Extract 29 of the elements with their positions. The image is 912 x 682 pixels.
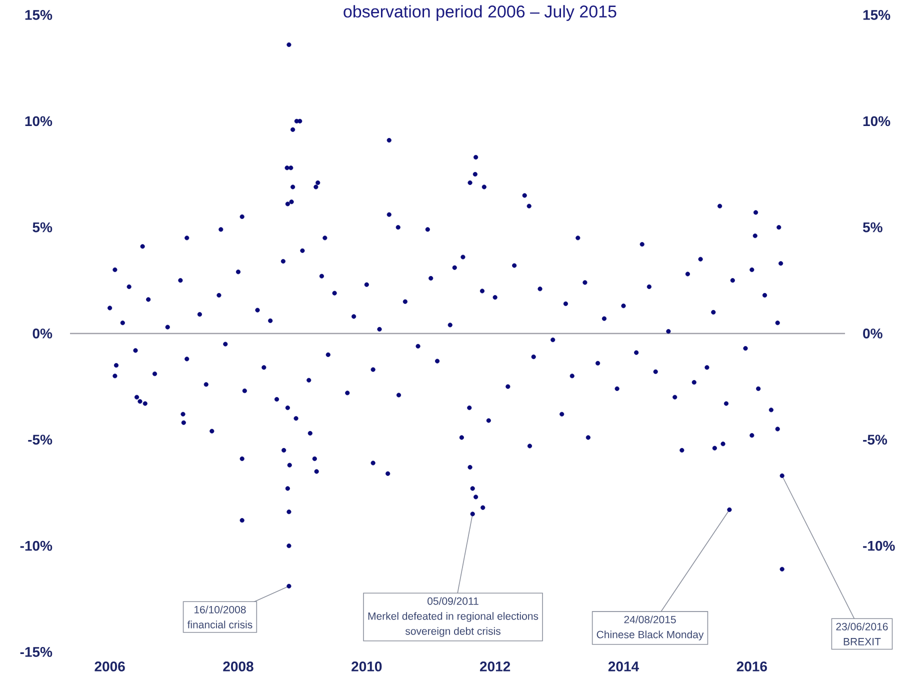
- annotation: sovereign debt crisis: [405, 627, 500, 637]
- annotation: financial crisis: [187, 620, 252, 628]
- x-tick-label: 2012: [480, 662, 510, 672]
- chart-title: observation period 2006 – July 2015: [344, 5, 616, 21]
- annotation: 23/06/2016: [836, 622, 888, 630]
- y-tick-label: 10%: [25, 116, 52, 126]
- annotation: Merkel defeated in regional elections: [368, 612, 538, 622]
- annotation: 24/08/2015: [624, 616, 676, 624]
- x-tick-label: 2016: [736, 662, 767, 672]
- y2-tick-label: -5%: [863, 434, 888, 445]
- annotation: 16/10/2008: [194, 606, 246, 614]
- x-tick-label: 2010: [352, 662, 382, 672]
- y-tick-label: 5%: [32, 222, 52, 232]
- y2-tick-label: 5%: [862, 222, 882, 232]
- y-tick-label: -10%: [20, 540, 52, 551]
- annotation: BREXIT: [844, 638, 881, 646]
- x-tick-label: 2014: [608, 662, 639, 672]
- y-tick-label: -5%: [28, 434, 52, 445]
- y-tick-label: -15%: [20, 647, 52, 657]
- y-tick-label: 0%: [32, 328, 52, 338]
- y2-tick-label: 10%: [863, 116, 890, 126]
- x-tick-label: 2006: [94, 662, 125, 672]
- y2-tick-label: 15%: [863, 10, 890, 20]
- annotation: Chinese Black Monday: [596, 630, 704, 640]
- annotation: 05/09/2011: [428, 597, 478, 605]
- y2-tick-label: 0%: [863, 328, 882, 338]
- y2-tick-label: -10%: [863, 540, 895, 551]
- y-tick-label: 15%: [25, 10, 52, 20]
- x-tick-label: 2008: [223, 662, 254, 672]
